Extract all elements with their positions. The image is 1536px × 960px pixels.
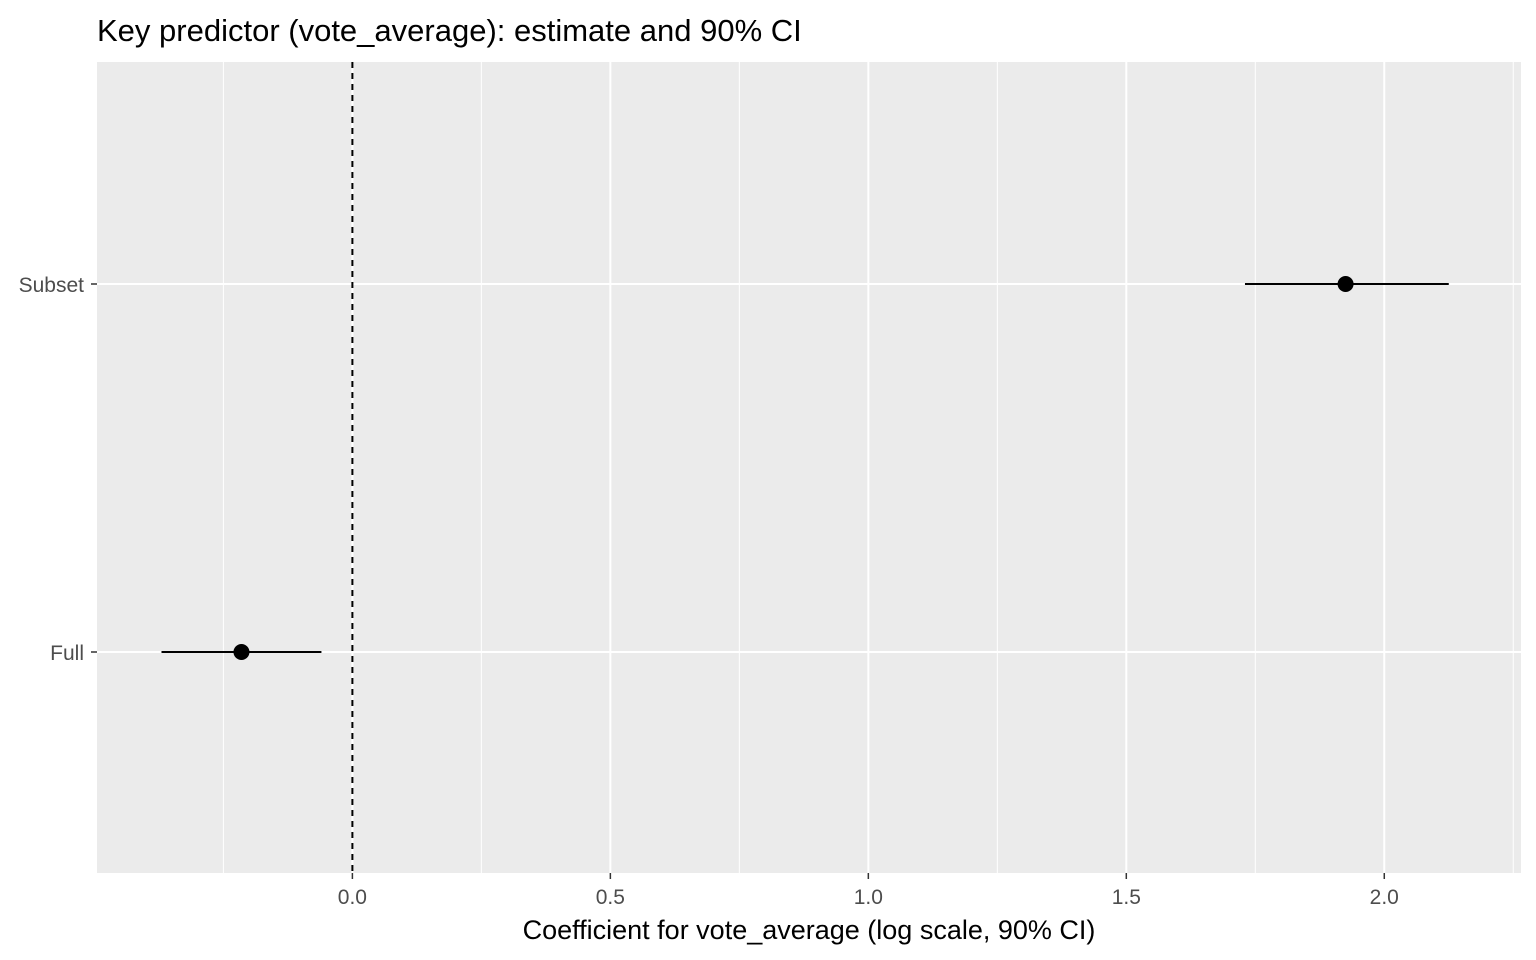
x-axis: 0.0 0.5 1.0 1.5 2.0 bbox=[338, 873, 1399, 909]
point-estimate-full bbox=[233, 644, 250, 660]
x-tick-label: 0.0 bbox=[338, 886, 367, 909]
x-tick-label: 0.5 bbox=[596, 886, 625, 909]
minor-gridlines bbox=[222, 62, 1514, 873]
x-axis-title: Coefficient for vote_average (log scale,… bbox=[523, 915, 1096, 945]
plot-panel bbox=[97, 62, 1521, 873]
x-tick-label: 1.0 bbox=[854, 886, 883, 909]
x-tick-label: 2.0 bbox=[1370, 886, 1399, 909]
y-axis: Full Subset bbox=[19, 274, 97, 665]
data-marks bbox=[161, 276, 1449, 660]
x-tick-label: 1.5 bbox=[1112, 886, 1141, 909]
chart-title: Key predictor (vote_average): estimate a… bbox=[97, 13, 802, 48]
y-tick-label: Subset bbox=[19, 274, 85, 297]
point-estimate-subset bbox=[1337, 276, 1354, 292]
y-tick-label: Full bbox=[50, 642, 84, 665]
